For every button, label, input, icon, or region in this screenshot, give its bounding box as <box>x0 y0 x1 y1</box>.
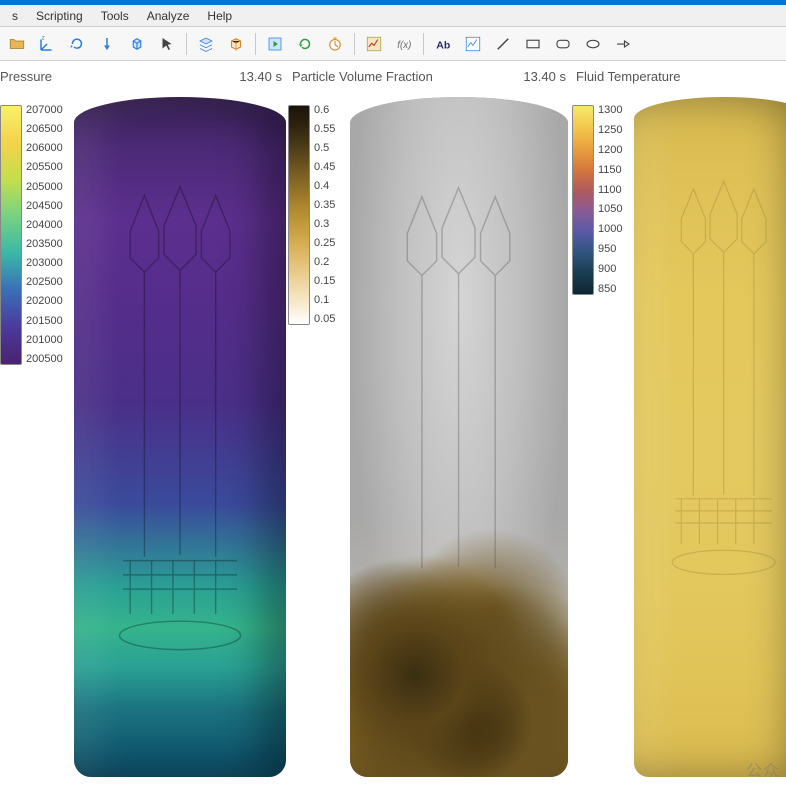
legend-ft-bar <box>572 105 594 295</box>
refresh-icon[interactable] <box>292 31 318 57</box>
legend-tick: 0.15 <box>314 276 335 287</box>
panel-pvf-time: 13.40 s <box>523 69 566 84</box>
toolbar: z f(x) Ab <box>0 27 786 61</box>
viz-ft-internals <box>648 151 786 605</box>
panel-pressure: Pressure 13.40 s 207000 206500 206000 20550… <box>0 69 288 787</box>
legend-pressure-ticks: 207000 206500 206000 205500 205000 204500 2040… <box>26 105 63 365</box>
legend-tick: 205000 <box>26 182 63 193</box>
arrow-down-icon[interactable] <box>94 31 120 57</box>
legend-ft: 1300 1250 1200 1150 1100 1050 1000 950 900 850 <box>572 105 622 295</box>
panel-ft-title: Fluid Temperature <box>576 69 681 84</box>
folder-icon[interactable] <box>4 31 30 57</box>
viz-pressure[interactable] <box>74 97 286 777</box>
panel-pressure-time: 13.40 s <box>239 69 282 84</box>
legend-tick: 206000 <box>26 143 63 154</box>
legend-tick: 0.3 <box>314 219 335 230</box>
cube-export-icon[interactable] <box>223 31 249 57</box>
cursor-icon[interactable] <box>154 31 180 57</box>
legend-tick: 1050 <box>598 204 622 215</box>
viz-ft-capsule <box>634 97 786 777</box>
viz-pvf-capsule <box>350 97 568 777</box>
legend-tick: 206500 <box>26 124 63 135</box>
legend-tick: 900 <box>598 264 622 275</box>
chart-icon[interactable] <box>361 31 387 57</box>
viz-pvf[interactable] <box>350 97 568 777</box>
legend-pvf-ticks: 0.6 0.55 0.5 0.45 0.4 0.35 0.3 0.25 0.2 0.15 0.1 0.… <box>314 105 335 325</box>
legend-tick: 1200 <box>598 145 622 156</box>
legend-pressure-bar <box>0 105 22 365</box>
viz-pvf-internals <box>367 151 550 700</box>
legend-tick: 201000 <box>26 335 63 346</box>
legend-tick: 207000 <box>26 105 63 116</box>
cube-rotate-icon[interactable] <box>124 31 150 57</box>
svg-text:Ab: Ab <box>436 39 450 51</box>
watermark: 公众 <box>746 757 780 781</box>
separator <box>186 33 187 55</box>
legend-tick: 202000 <box>26 296 63 307</box>
panel-pvf-title: Particle Volume Fraction <box>292 69 433 84</box>
legend-tick: 850 <box>598 284 622 295</box>
rect-icon[interactable] <box>520 31 546 57</box>
workspace: Pressure 13.40 s 207000 206500 206000 20550… <box>0 61 786 787</box>
legend-tick: 0.25 <box>314 238 335 249</box>
menu-scripting[interactable]: Scripting <box>28 7 91 25</box>
legend-ft-ticks: 1300 1250 1200 1150 1100 1050 1000 950 900 850 <box>598 105 622 295</box>
legend-tick: 0.6 <box>314 105 335 116</box>
separator <box>423 33 424 55</box>
menu-tools[interactable]: Tools <box>93 7 137 25</box>
legend-tick: 0.55 <box>314 124 335 135</box>
legend-tick: 0.4 <box>314 181 335 192</box>
legend-tick: 203000 <box>26 258 63 269</box>
timer-icon[interactable] <box>322 31 348 57</box>
legend-tick: 0.5 <box>314 143 335 154</box>
panel-ft: Fluid Temperature 1300 1250 1200 1150 1100 10… <box>572 69 786 787</box>
svg-text:f(x): f(x) <box>397 39 411 50</box>
legend-tick: 1100 <box>598 185 622 196</box>
legend-tick: 950 <box>598 244 622 255</box>
menubar: s Scripting Tools Analyze Help <box>0 5 786 27</box>
viz-pressure-internals <box>91 151 269 685</box>
legend-pressure: 207000 206500 206000 205500 205000 204500 2040… <box>0 105 63 365</box>
box-play-icon[interactable] <box>262 31 288 57</box>
legend-tick: 0.45 <box>314 162 335 173</box>
menu-help[interactable]: Help <box>199 7 240 25</box>
legend-tick: 204500 <box>26 201 63 212</box>
legend-tick: 200500 <box>26 354 63 365</box>
legend-tick: 204000 <box>26 220 63 231</box>
rounded-rect-icon[interactable] <box>550 31 576 57</box>
fx-icon[interactable]: f(x) <box>391 31 417 57</box>
axes-z-icon[interactable]: z <box>34 31 60 57</box>
panel-pressure-title: Pressure <box>0 69 52 84</box>
legend-tick: 0.35 <box>314 200 335 211</box>
separator <box>255 33 256 55</box>
legend-pvf: 0.6 0.55 0.5 0.45 0.4 0.35 0.3 0.25 0.2 0.15 0.1 0.… <box>288 105 335 325</box>
text-label-icon[interactable]: Ab <box>430 31 456 57</box>
legend-pvf-bar <box>288 105 310 325</box>
layers-icon[interactable] <box>193 31 219 57</box>
separator <box>354 33 355 55</box>
legend-tick: 201500 <box>26 316 63 327</box>
viz-pressure-capsule <box>74 97 286 777</box>
legend-tick: 0.2 <box>314 257 335 268</box>
legend-tick: 1000 <box>598 224 622 235</box>
svg-text:z: z <box>42 35 45 41</box>
viz-ft[interactable] <box>634 97 786 777</box>
legend-tick: 205500 <box>26 162 63 173</box>
menu-partial[interactable]: s <box>4 7 26 25</box>
legend-tick: 1250 <box>598 125 622 136</box>
legend-tick: 0.05 <box>314 314 335 325</box>
legend-tick: 202500 <box>26 277 63 288</box>
legend-tick: 0.1 <box>314 295 335 306</box>
ellipse-icon[interactable] <box>580 31 606 57</box>
line-icon[interactable] <box>490 31 516 57</box>
legend-tick: 1150 <box>598 165 622 176</box>
legend-tick: 203500 <box>26 239 63 250</box>
arrow-shape-icon[interactable] <box>610 31 636 57</box>
rotate-icon[interactable] <box>64 31 90 57</box>
panel-pvf: Particle Volume Fraction 13.40 s 0.6 0.55… <box>288 69 572 787</box>
menu-analyze[interactable]: Analyze <box>139 7 198 25</box>
line-chart-icon[interactable] <box>460 31 486 57</box>
legend-tick: 1300 <box>598 105 622 116</box>
